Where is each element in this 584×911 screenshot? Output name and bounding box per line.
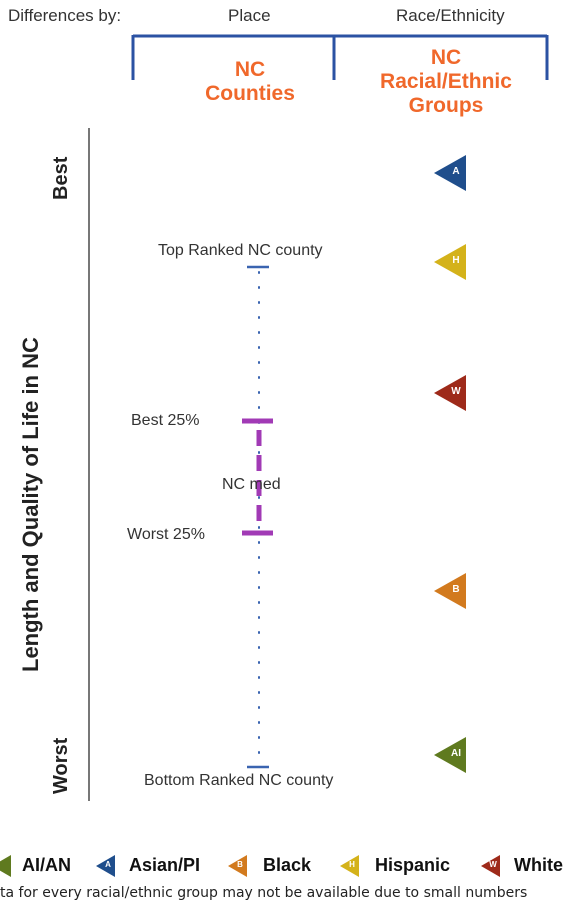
legend-label-white: White [514,855,563,875]
worst25-label: Worst 25% [127,526,205,543]
differences-by-label: Differences by: [8,6,122,25]
counties-column-title: NC Counties [205,58,295,105]
top-county-label: Top Ranked NC county [158,242,323,259]
legend-item-white: W [481,855,500,877]
legend-label-hispanic: Hispanic [375,855,451,875]
legend-label-aian: AI/AN [22,855,71,875]
legend-item-aian [0,855,11,877]
place-header: Place [228,6,271,25]
legend-item-black: B [228,855,247,877]
median-label: NC med [222,476,281,493]
axis-line [88,128,90,801]
groups-column-title: NC Racial/Ethnic Groups [380,46,512,117]
group-marker-aian: AI [434,737,466,773]
group-marker-hispanic: H [434,244,466,280]
county-range-plot [242,265,273,769]
legend-item-asian: A [96,855,115,877]
group-marker-asian: A [434,155,466,191]
legend-label-black: Black [263,855,312,875]
footnote: ta for every racial/ethnic group may not… [0,885,528,901]
header-bracket [131,34,549,80]
race-ethnicity-header: Race/Ethnicity [396,6,505,25]
legend-label-asian: Asian/PI [129,855,201,875]
best25-label: Best 25% [131,412,200,429]
group-marker-white: W [434,375,466,411]
bottom-county-label: Bottom Ranked NC county [144,772,334,789]
legend-item-hispanic: H [340,855,359,877]
group-marker-black: B [434,573,466,609]
